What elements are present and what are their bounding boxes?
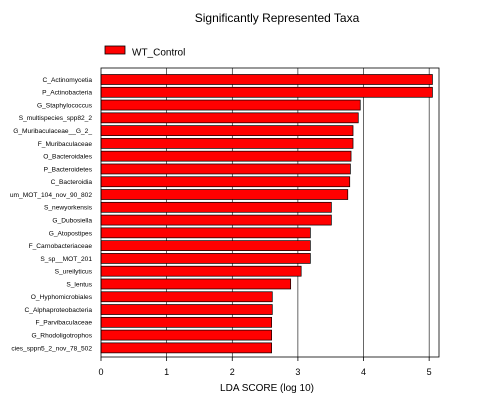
- x-tick-label: 2: [230, 367, 235, 377]
- bar: [100, 329, 272, 341]
- category-label: G_Muribaculaceae__G_2_: [13, 128, 92, 135]
- bar: [100, 189, 349, 200]
- bar: [100, 316, 272, 328]
- bar: [100, 112, 359, 124]
- category-label: F_Parvibaculaceae: [36, 320, 93, 327]
- bar: [100, 163, 351, 175]
- category-label: G_Atopostipes: [49, 230, 93, 237]
- chart-title: Significantly Represented Taxa: [195, 11, 360, 25]
- category-label: P_Bacteroidetes: [44, 166, 93, 173]
- bar: [100, 201, 332, 213]
- category-label: S_lentus: [66, 281, 92, 288]
- category-label: G_Rhodoligotrophos: [32, 333, 93, 340]
- bar: [100, 74, 433, 85]
- category-label: C_Actinomycetia: [43, 77, 93, 84]
- category-label: O_Bacteroidales: [43, 154, 92, 161]
- bar: [100, 304, 273, 315]
- bar: [100, 138, 354, 149]
- x-tick-label: 5: [427, 367, 432, 377]
- bar: [100, 125, 354, 136]
- category-label: F_Carnobacteriaceae: [29, 243, 93, 250]
- legend-swatch: [104, 45, 126, 55]
- bar: [100, 86, 433, 98]
- category-label: um_MOT_104_nov_90_802: [10, 192, 92, 199]
- bar: [100, 150, 352, 162]
- x-tick-label: 4: [361, 367, 366, 377]
- bar: [100, 99, 361, 111]
- category-label: F_Muribaculaceae: [38, 141, 93, 148]
- category-label: G_Dubosiella: [52, 217, 92, 224]
- bar: [100, 176, 351, 188]
- bar: [100, 342, 272, 354]
- category-label: P_Actinobacteria: [42, 90, 92, 97]
- bar: [100, 227, 311, 239]
- category-label: O_Hyphomicrobiales: [31, 294, 93, 301]
- legend: WT_Control: [104, 45, 185, 59]
- bar: [100, 253, 311, 264]
- bar: [100, 240, 311, 251]
- x-tick-label: 0: [98, 367, 103, 377]
- bar: [100, 214, 332, 226]
- category-label: cies_sppn5_2_nov_78_502: [11, 345, 92, 352]
- category-label: S_sp__MOT_201: [40, 256, 92, 263]
- plot-frame: [100, 67, 440, 358]
- category-label: G_Staphylococcus: [37, 102, 93, 109]
- plot-area: C_Actinomycetia P_Actinobacteria G_Staphyl…: [10, 67, 440, 377]
- category-label: S_ureilyticus: [55, 269, 93, 276]
- x-tick-label: 1: [164, 367, 169, 377]
- x-axis-label: LDA SCORE (log 10): [220, 383, 314, 394]
- x-tick-label: 3: [295, 367, 300, 377]
- bar: [100, 291, 273, 303]
- category-label: S_newyorkensis: [44, 205, 93, 212]
- category-label: C_Alphaproteobacteria: [25, 307, 93, 314]
- category-label: C_Bacteroidia: [51, 179, 93, 186]
- category-label: S_multispecies_spp82_2: [19, 115, 93, 122]
- bar: [100, 265, 302, 277]
- legend-label: WT_Control: [132, 48, 185, 59]
- bar: [100, 278, 292, 290]
